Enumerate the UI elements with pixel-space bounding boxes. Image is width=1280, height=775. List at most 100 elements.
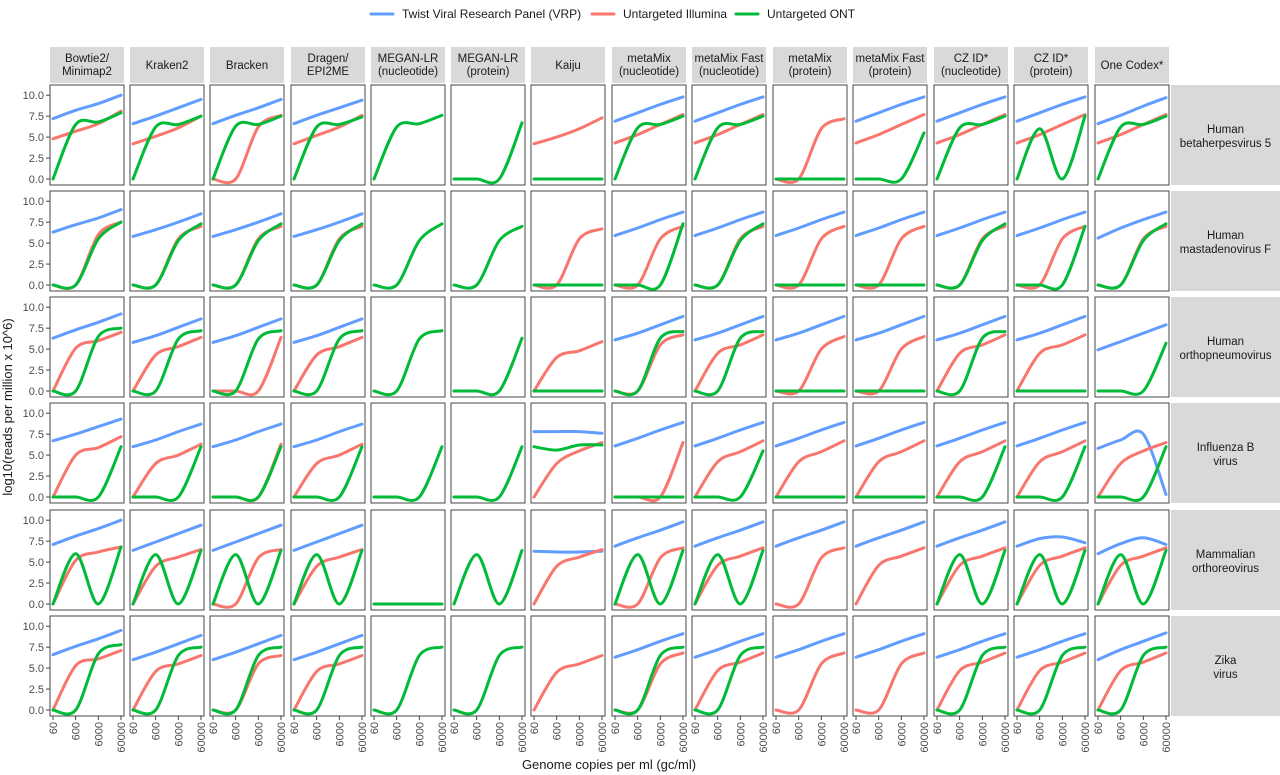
x-tick-label: 6000	[735, 722, 747, 746]
panel-frame	[772, 402, 848, 504]
panel-frame	[209, 402, 285, 504]
x-tick-label: 60	[1093, 722, 1105, 734]
panel-frame	[933, 190, 1009, 292]
x-tick-label: 6000	[1057, 722, 1069, 746]
panel-r5-meganlr-nuc	[370, 615, 446, 717]
x-tick-label: 60	[851, 722, 863, 734]
panel-r0-kaiju	[530, 84, 606, 186]
panel-frame	[1094, 190, 1170, 292]
strip-bowtie2	[50, 47, 124, 83]
series-line-vrp	[935, 520, 1007, 548]
series-line-illumina	[774, 651, 846, 715]
series-line-vrp	[613, 95, 685, 123]
series-line-ont	[131, 329, 203, 397]
x-tick-label: 600	[472, 722, 484, 740]
panel-r2-metamixfast-nuc	[691, 296, 767, 398]
y-tick-label: 10.0	[23, 90, 44, 102]
panel-r3-kraken2	[129, 402, 205, 504]
x-tick-label: 6000	[896, 722, 908, 746]
series-line-vrp	[131, 422, 203, 449]
series-line-ont	[452, 548, 524, 606]
panel-frame	[370, 509, 446, 611]
series-line-vrp	[1096, 210, 1168, 240]
series-line-illumina	[693, 651, 765, 712]
series-line-vrp	[935, 420, 1007, 448]
panel-frame	[209, 509, 285, 611]
series-line-illumina	[131, 548, 203, 606]
strip-label-czid-prot-0: CZ ID*	[1034, 53, 1069, 65]
panel-frame	[933, 84, 1009, 186]
series-line-ont	[452, 336, 524, 397]
x-tick-label: 60	[289, 722, 301, 734]
series-line-ont	[935, 330, 1007, 397]
strip-label-metamix-nuc-1: (nucleotide)	[619, 66, 679, 78]
row-strip-label-4-0: Mammalian	[1196, 549, 1255, 561]
x-tick-label: 60000	[1080, 722, 1092, 753]
series-line-ont	[693, 114, 765, 181]
x-tick-label: 60000	[839, 722, 851, 753]
panel-frame	[933, 402, 1009, 504]
series-line-illumina	[131, 654, 203, 712]
strip-metamixfast-nuc	[692, 47, 766, 83]
y-tick-label: 0.0	[29, 599, 44, 611]
series-line-vrp	[292, 98, 364, 126]
series-line-ont	[1096, 114, 1168, 181]
panel-frame	[772, 190, 848, 292]
series-line-ont	[372, 329, 444, 397]
strip-dragen	[291, 47, 365, 83]
series-line-vrp	[131, 633, 203, 662]
y-tick-label: 7.5	[29, 111, 44, 123]
y-tick-label: 7.5	[29, 642, 44, 654]
series-line-vrp	[693, 314, 765, 342]
panel-r5-metamix-prot	[772, 615, 848, 717]
panel-r0-czid-prot	[1013, 84, 1089, 186]
strip-label-metamixfast-nuc-0: metaMix Fast	[694, 53, 764, 65]
legend: Twist Viral Research Panel (VRP) Untarget…	[369, 7, 856, 21]
panel-r0-metamixfast-prot	[852, 84, 928, 186]
panel-r0-meganlr-prot	[450, 84, 526, 186]
panel-r1-czid-prot	[1013, 190, 1089, 292]
series-line-ont	[372, 645, 444, 716]
panel-frame	[691, 84, 767, 186]
strip-label-metamixfast-prot-1: (protein)	[869, 66, 912, 78]
panel-frame	[1013, 84, 1089, 186]
series-line-illumina	[613, 224, 685, 290]
panel-frame	[852, 84, 928, 186]
series-line-ont	[693, 548, 765, 606]
panel-frame	[852, 402, 928, 504]
series-line-ont	[935, 114, 1007, 181]
row-strip-label-0-0: Human	[1207, 124, 1244, 136]
x-tick-label: 60000	[276, 722, 288, 753]
y-tick-label: 10.0	[23, 196, 44, 208]
strip-label-meganlr-prot-0: MEGAN-LR	[458, 53, 519, 65]
series-line-ont	[935, 645, 1007, 716]
series-line-ont	[292, 445, 364, 503]
panel-r5-czid-nuc	[933, 615, 1009, 717]
y-tick-label: 2.5	[29, 578, 44, 590]
series-line-ont	[372, 113, 444, 181]
x-tick-label: 6000	[414, 722, 426, 746]
panel-r2-meganlr-prot	[450, 296, 526, 398]
panel-r1-meganlr-prot	[450, 190, 526, 292]
x-tick-label: 600	[552, 722, 564, 740]
panel-frame	[852, 615, 928, 717]
series-line-ont	[613, 645, 685, 716]
series-line-illumina	[935, 439, 1007, 499]
row-strip-1	[1171, 191, 1280, 291]
series-line-ont	[131, 645, 203, 716]
panel-r2-bracken	[209, 296, 285, 398]
strip-label-meganlr-prot-1: (protein)	[467, 66, 510, 78]
panel-r5-meganlr-prot	[450, 615, 526, 717]
panel-r4-kraken2	[129, 509, 205, 611]
y-tick-label: 2.5	[29, 259, 44, 271]
series-line-vrp	[1015, 420, 1087, 448]
series-line-illumina	[51, 545, 123, 606]
series-line-ont	[51, 545, 123, 606]
series-line-ont	[452, 645, 524, 716]
panel-r3-bowtie2	[49, 402, 125, 504]
series-line-vrp	[613, 314, 685, 342]
series-line-ont	[532, 443, 604, 452]
y-tick-label: 7.5	[29, 217, 44, 229]
row-strip-label-3-0: Influenza B	[1197, 442, 1255, 454]
